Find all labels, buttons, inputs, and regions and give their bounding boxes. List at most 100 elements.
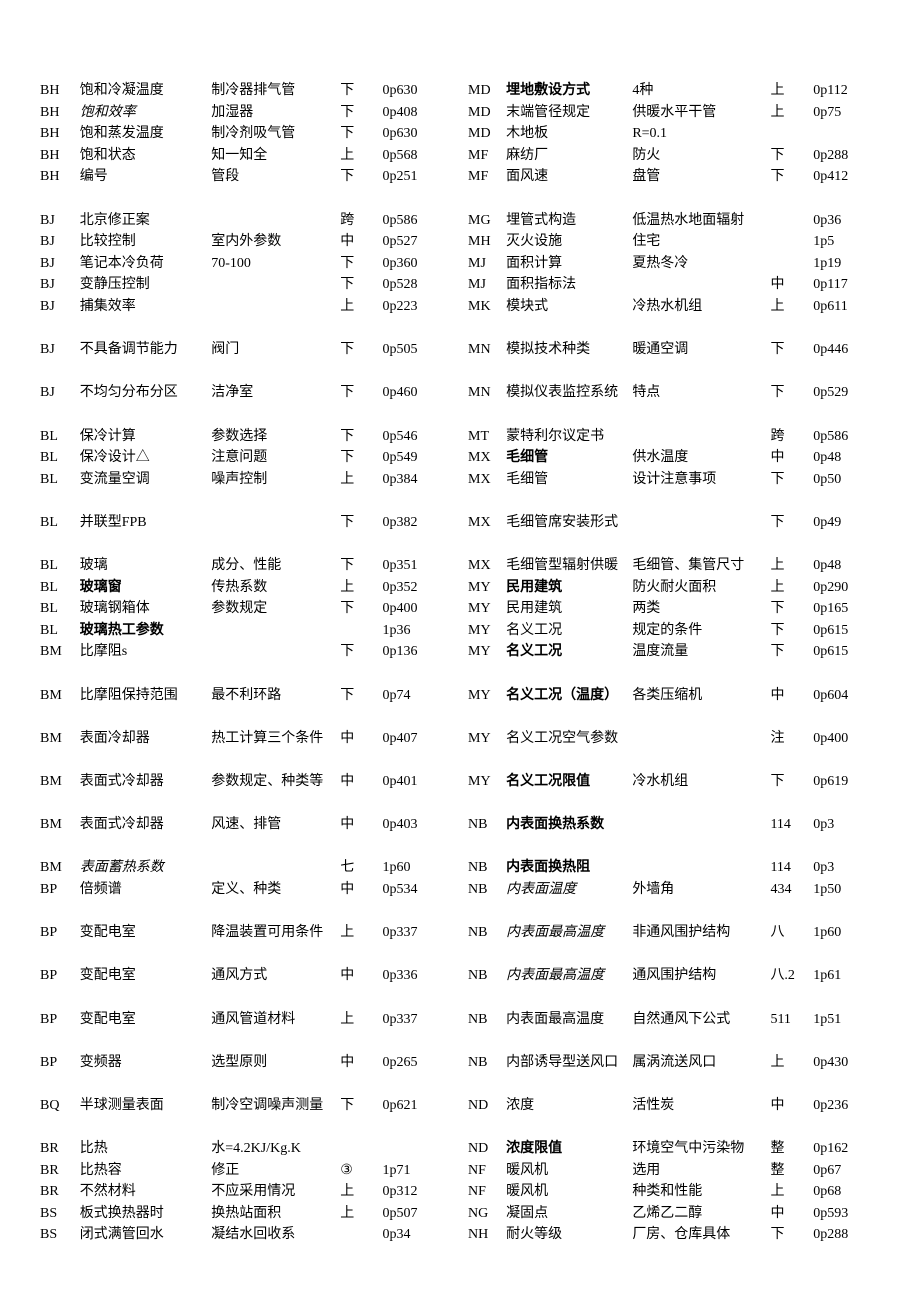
table-row: BP倍频谱定义、种类中0p534 [40,879,452,901]
blank-cell [40,1073,452,1095]
pos-cell: 上 [340,469,382,491]
code-cell: BJ [40,296,80,318]
term-cell: 蒙特利尔议定书 [506,426,632,448]
table-row: MY名义工况温度流量下0p615 [468,641,880,663]
desc-cell [211,857,340,879]
term-cell: 变静压控制 [80,274,212,296]
ref-cell: 0p360 [382,253,452,275]
ref-cell: 1p50 [813,879,880,901]
code-cell: NB [468,922,506,944]
blank-cell [468,404,880,426]
code-cell: BH [40,123,80,145]
blank-cell [40,836,452,858]
code-cell: ND [468,1138,506,1160]
ref-cell: 0p337 [382,1009,452,1031]
table-row [40,944,452,966]
pos-cell: 八 [770,922,813,944]
pos-cell: 下 [770,166,813,188]
pos-cell: 下 [770,339,813,361]
desc-cell: 降温装置可用条件 [211,922,340,944]
desc-cell: 热工计算三个条件 [211,728,340,750]
blank-cell [468,944,880,966]
code-cell: MG [468,210,506,232]
table-row: BL玻璃热工参数1p36 [40,620,452,642]
table-row: BR不然材料不应采用情况上0p312 [40,1181,452,1203]
code-cell: NG [468,1203,506,1225]
term-cell: 模拟技术种类 [506,339,632,361]
pos-cell: 中 [770,685,813,707]
ref-cell: 0p611 [813,296,880,318]
pos-cell: 下 [340,123,382,145]
pos-cell [770,210,813,232]
code-cell: BL [40,512,80,534]
table-row: BJ不具备调节能力阀门下0p505 [40,339,452,361]
desc-cell: 供暖水平干管 [632,102,770,124]
term-cell: 面积计算 [506,253,632,275]
blank-cell [40,987,452,1009]
term-cell: 玻璃 [80,555,212,577]
code-cell: BJ [40,253,80,275]
code-cell: NB [468,879,506,901]
code-cell: MN [468,339,506,361]
blank-cell [40,749,452,771]
pos-cell [770,231,813,253]
term-cell: 面风速 [506,166,632,188]
blank-cell [40,944,452,966]
desc-cell: 各类压缩机 [632,685,770,707]
ref-cell: 0p117 [813,274,880,296]
ref-cell: 0p505 [382,339,452,361]
ref-cell: 0p446 [813,339,880,361]
left-column: BH饱和冷凝温度制冷器排气管下0p630BH饱和效率加湿器下0p408BH饱和蒸… [40,80,452,1246]
blank-cell [40,793,452,815]
ref-cell: 0p50 [813,469,880,491]
desc-cell: 风速、排管 [211,814,340,836]
desc-cell [632,512,770,534]
code-cell: BR [40,1160,80,1182]
pos-cell: 中 [340,728,382,750]
desc-cell: 阀门 [211,339,340,361]
table-row: MT蒙特利尔议定书跨0p586 [468,426,880,448]
pos-cell: 中 [340,814,382,836]
ref-cell: 0p630 [382,123,452,145]
desc-cell: 冷热水机组 [632,296,770,318]
desc-cell [632,857,770,879]
blank-cell [468,793,880,815]
table-row: MY名义工况（温度）各类压缩机中0p604 [468,685,880,707]
table-row: BJ变静压控制下0p528 [40,274,452,296]
code-cell: BH [40,102,80,124]
ref-cell: 0p112 [813,80,880,102]
desc-cell: 换热站面积 [211,1203,340,1225]
ref-cell: 0p290 [813,577,880,599]
term-cell: 饱和效率 [80,102,212,124]
code-cell: BR [40,1181,80,1203]
table-row [468,490,880,512]
pos-cell: 下 [340,598,382,620]
ref-cell: 0p48 [813,555,880,577]
pos-cell: 跨 [340,210,382,232]
term-cell: 捕集效率 [80,296,212,318]
table-row: MK模块式冷热水机组上0p611 [468,296,880,318]
desc-cell: 注意问题 [211,447,340,469]
pos-cell: 上 [770,577,813,599]
table-row [40,404,452,426]
term-cell: 毛细管席安装形式 [506,512,632,534]
ref-cell: 0p75 [813,102,880,124]
term-cell: 暖风机 [506,1160,632,1182]
table-row [468,944,880,966]
desc-cell: 洁净室 [211,382,340,404]
pos-cell: 下 [340,102,382,124]
blank-cell [40,901,452,923]
ref-cell: 0p549 [382,447,452,469]
table-row: MX毛细管型辐射供暖毛细管、集管尺寸上0p48 [468,555,880,577]
pos-cell: 上 [340,922,382,944]
code-cell: NB [468,965,506,987]
table-row: MN模拟技术种类暖通空调下0p446 [468,339,880,361]
pos-cell [340,620,382,642]
table-row: BM表面蓄热系数七1p60 [40,857,452,879]
code-cell: BL [40,426,80,448]
pos-cell: 434 [770,879,813,901]
desc-cell: 防火 [632,145,770,167]
term-cell: 内部诱导型送风口 [506,1052,632,1074]
table-row: NF暖风机选用整0p67 [468,1160,880,1182]
right-table: MD埋地敷设方式4种上0p112MD末端管径规定供暖水平干管上0p75MD木地板… [468,80,880,1246]
